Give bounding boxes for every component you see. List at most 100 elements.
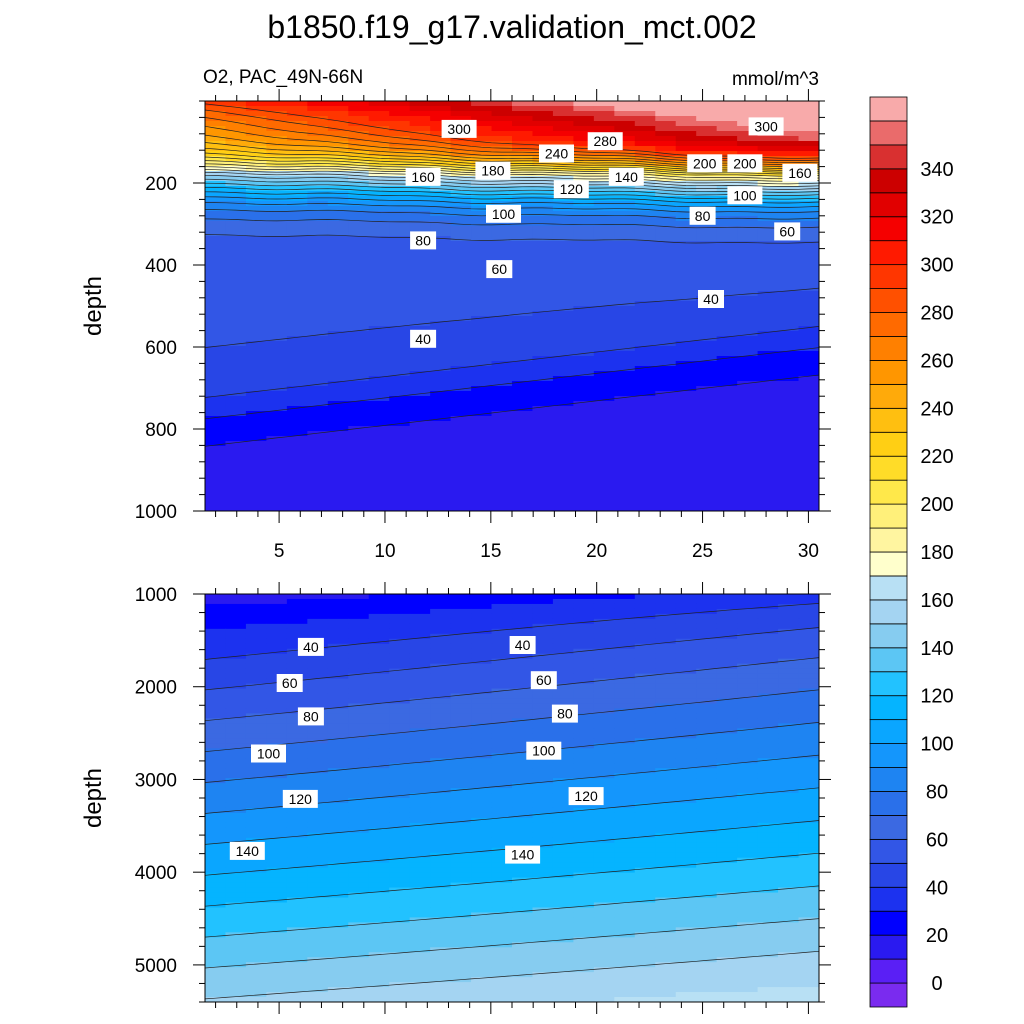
contour-cell	[205, 837, 227, 844]
contour-cell	[286, 728, 308, 734]
contour-cell	[225, 882, 247, 889]
contour-cell	[573, 356, 595, 362]
contour-cell	[348, 431, 370, 437]
contour-cell	[655, 121, 677, 127]
contour-cell	[675, 947, 697, 953]
contour-cell	[655, 331, 677, 337]
contour-cell	[348, 256, 370, 262]
contour-cell	[757, 892, 779, 899]
contour-cell	[430, 451, 452, 457]
contour-cell	[737, 728, 759, 734]
contour-cell	[245, 451, 267, 457]
contour-cell	[573, 151, 595, 157]
contour-cell	[512, 406, 534, 412]
contour-cell	[491, 773, 513, 779]
contour-cell	[430, 882, 452, 889]
contour-cell	[389, 688, 411, 695]
contour-cell	[573, 506, 595, 511]
contour-cell	[716, 788, 738, 794]
contour-cell	[266, 186, 288, 192]
contour-cell	[696, 111, 718, 117]
contour-cell	[655, 181, 677, 187]
contour-cell	[491, 758, 513, 764]
contour-cell	[614, 683, 636, 690]
contour-cell	[512, 957, 534, 963]
contour-cell	[368, 176, 390, 182]
contour-cell	[552, 763, 574, 769]
contour-cell	[491, 426, 513, 432]
contour-cell	[245, 907, 267, 914]
contour-cell	[573, 807, 595, 814]
contour-cell	[389, 246, 411, 252]
contour-cell	[491, 276, 513, 282]
contour-cell	[266, 166, 288, 172]
contour-cell	[737, 286, 759, 292]
contour-cell	[205, 461, 227, 467]
contour-cell	[368, 603, 390, 610]
contour-cell	[532, 872, 554, 879]
contour-cell	[205, 698, 227, 705]
contour-cell	[450, 788, 472, 794]
contour-cell	[614, 356, 636, 362]
contour-cell	[471, 141, 493, 147]
contour-cell	[389, 231, 411, 237]
contour-cell	[532, 708, 554, 715]
contour-cell	[430, 506, 452, 511]
contour-cell	[757, 386, 779, 392]
contour-cell	[368, 902, 390, 909]
contour-cell	[266, 658, 288, 665]
contour-cell	[532, 882, 554, 889]
contour-cell	[696, 381, 718, 387]
contour-cell	[368, 608, 390, 615]
contour-cell	[245, 778, 267, 784]
contour-cell	[532, 466, 554, 472]
contour-cell	[348, 788, 370, 794]
contour-cell	[368, 191, 390, 197]
contour-cell	[798, 653, 819, 660]
contour-cell	[634, 718, 656, 724]
contour-cell	[552, 286, 574, 292]
contour-cell	[409, 376, 431, 382]
contour-cell	[552, 466, 574, 472]
contour-cell	[655, 241, 677, 247]
contour-cell	[634, 121, 656, 127]
contour-cell	[389, 366, 411, 372]
contour-cell	[696, 236, 718, 242]
contour-cell	[491, 907, 513, 914]
contour-cell	[655, 698, 677, 705]
contour-cell	[409, 441, 431, 447]
contour-cell	[430, 396, 452, 402]
contour-label-box	[608, 167, 644, 186]
contour-cell	[552, 356, 574, 362]
contour-cell	[757, 451, 779, 457]
contour-cell	[532, 653, 554, 660]
contour-cell	[532, 638, 554, 645]
contour-cell	[675, 608, 697, 615]
contour-cell	[327, 151, 349, 157]
contour-cell	[225, 471, 247, 477]
contour-cell	[389, 703, 411, 710]
contour-cell	[327, 977, 349, 983]
contour-label: 300	[441, 119, 477, 138]
contour-cell	[389, 952, 411, 958]
contour-cell	[593, 166, 615, 172]
contour-cell	[552, 832, 574, 839]
contour-cell	[716, 291, 738, 297]
contour-cell	[634, 633, 656, 640]
contour-cell	[798, 471, 819, 477]
contour-cell	[205, 603, 227, 610]
contour-cell	[716, 416, 738, 422]
contour-cell	[471, 594, 493, 600]
contour-cell	[430, 266, 452, 272]
contour-cell	[716, 967, 738, 973]
contour-cell	[348, 817, 370, 824]
contour-cell	[450, 658, 472, 665]
contour-cell	[675, 932, 697, 938]
contour-cell	[737, 967, 759, 973]
contour-line	[205, 234, 819, 244]
contour-cell	[348, 426, 370, 432]
contour-cell	[716, 877, 738, 884]
contour-cell	[614, 496, 636, 502]
contour-cell	[655, 446, 677, 452]
contour-cell	[245, 181, 267, 187]
